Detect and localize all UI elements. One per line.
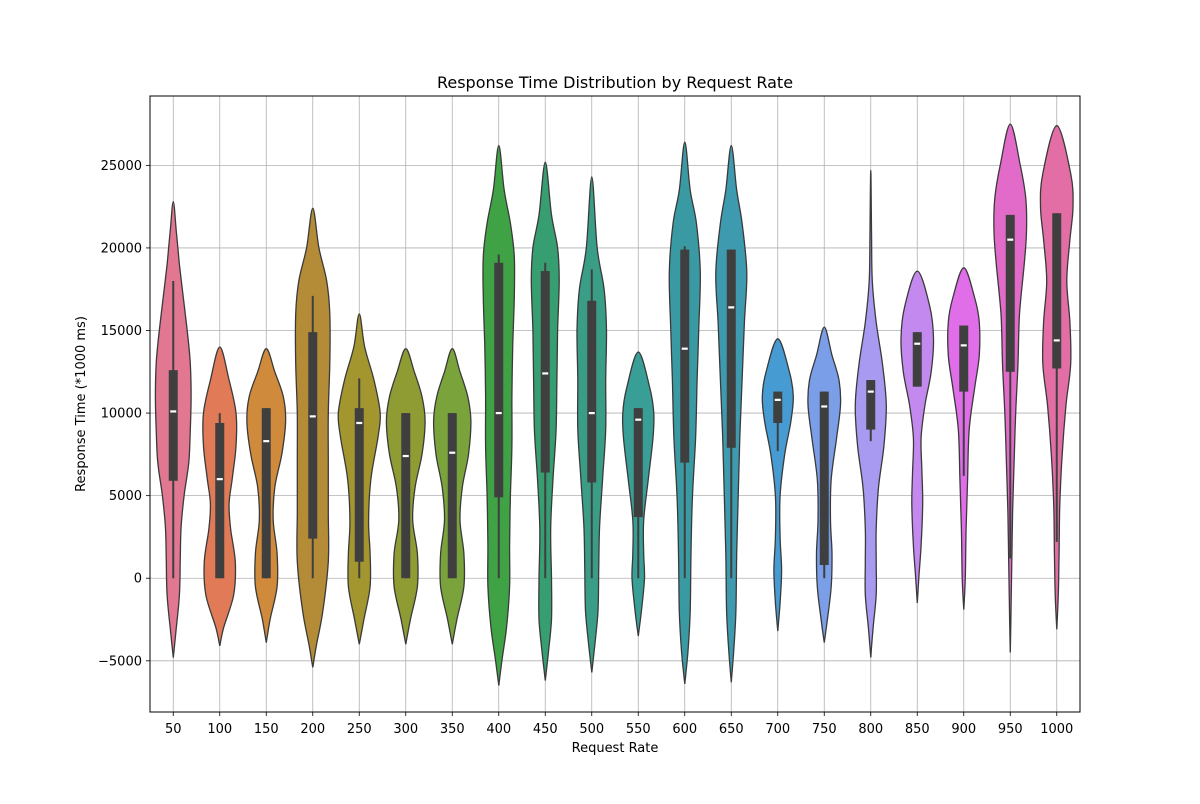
y-tick-label: 15000: [101, 324, 142, 339]
y-tick-label: 25000: [101, 159, 142, 174]
x-tick-label: 600: [672, 722, 697, 737]
x-tick-label: 150: [254, 722, 279, 737]
plot-frame: [149, 95, 1081, 713]
violin-body: [761, 338, 794, 632]
violin-iqr-box: [494, 262, 504, 498]
y-tick-label: 0: [134, 572, 142, 587]
violin-iqr-box: [866, 380, 876, 430]
violin-iqr-box: [633, 408, 643, 518]
x-tick-label: 50: [165, 722, 182, 737]
y-tick-label: 5000: [109, 489, 142, 504]
grid-lines: [150, 96, 1080, 712]
x-tick-label: 100: [207, 722, 232, 737]
violin-body: [900, 270, 935, 604]
x-tick-label: 750: [812, 722, 837, 737]
violin-iqr-box: [680, 249, 690, 463]
x-tick-label: 1000: [1040, 722, 1073, 737]
y-axis-label: Response Time (*1000 ms): [74, 316, 89, 492]
violin-iqr-box: [308, 332, 318, 539]
violin-iqr-box: [726, 249, 736, 448]
chart-title: Response Time Distribution by Request Ra…: [437, 73, 793, 92]
violin-iqr-box: [261, 408, 271, 579]
x-tick-label: 400: [486, 722, 511, 737]
x-tick-label: 550: [626, 722, 651, 737]
violin-iqr-box: [587, 300, 597, 483]
y-tick-label: 20000: [101, 241, 142, 256]
violin-iqr-box: [354, 408, 364, 562]
x-tick-label: 350: [440, 722, 465, 737]
violin-iqr-box: [168, 370, 178, 481]
x-tick-label: 700: [765, 722, 790, 737]
x-tick-label: 950: [998, 722, 1023, 737]
x-tick-label: 850: [905, 722, 930, 737]
violins: [154, 123, 1074, 686]
violin-iqr-box: [959, 325, 969, 392]
x-tick-label: 300: [393, 722, 418, 737]
x-axis-label: Request Rate: [572, 741, 659, 756]
x-tick-label: 500: [579, 722, 604, 737]
axis-ticks: −5000 0 5000 10000 15000 20000 25000 50 100 150 20…: [98, 159, 1073, 737]
violin-iqr-box: [1005, 214, 1015, 372]
x-tick-label: 200: [300, 722, 325, 737]
x-tick-label: 900: [951, 722, 976, 737]
violin-iqr-box: [401, 413, 411, 579]
x-tick-label: 650: [719, 722, 744, 737]
x-tick-label: 450: [533, 722, 558, 737]
y-tick-label: 10000: [101, 407, 142, 422]
violin-iqr-box: [1052, 213, 1062, 369]
violin-iqr-box: [912, 332, 922, 387]
violin-iqr-box: [540, 271, 550, 473]
violin-iqr-box: [819, 391, 829, 566]
violin-iqr-box: [215, 422, 225, 579]
violin-iqr-box: [773, 391, 783, 423]
y-tick-label: −5000: [98, 654, 142, 669]
x-tick-label: 250: [347, 722, 372, 737]
x-tick-label: 800: [858, 722, 883, 737]
violin-iqr-box: [447, 413, 457, 579]
